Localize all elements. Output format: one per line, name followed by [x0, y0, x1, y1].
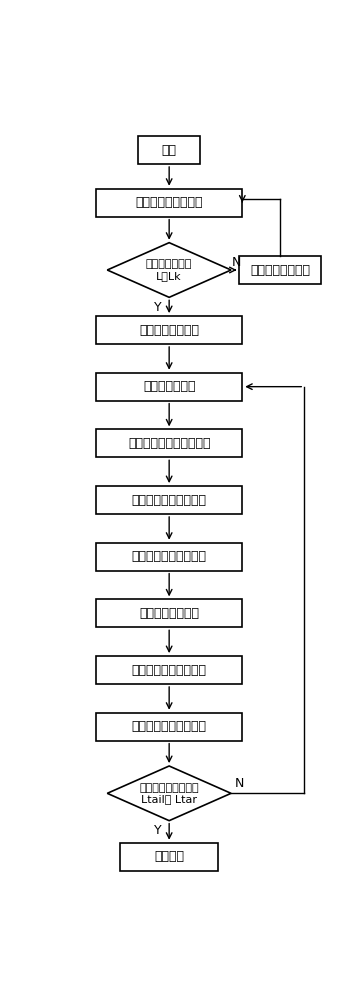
Text: 开始: 开始 — [162, 143, 177, 156]
Text: 活套高度的检测: 活套高度的检测 — [143, 380, 195, 393]
Polygon shape — [107, 766, 231, 821]
Text: 活套落套: 活套落套 — [154, 850, 184, 863]
Bar — [240, 256, 321, 284]
Bar — [96, 543, 242, 571]
Bar — [96, 316, 242, 344]
Text: 活套前带尾长度
L＝Lk: 活套前带尾长度 L＝Lk — [146, 259, 192, 281]
Bar — [96, 713, 242, 741]
Bar — [96, 429, 242, 457]
Text: 动态落套启动点的判断: 动态落套启动点的判断 — [132, 720, 207, 733]
Bar — [96, 486, 242, 514]
Text: 活套落套控制待命: 活套落套控制待命 — [250, 263, 310, 276]
Bar — [96, 656, 242, 684]
Bar — [96, 189, 242, 217]
Text: N: N — [235, 777, 244, 790]
Text: 据带钑厚度修正活套角度: 据带钑厚度修正活套角度 — [128, 437, 211, 450]
Bar — [120, 843, 219, 871]
Text: 活套前带尾长度计算: 活套前带尾长度计算 — [135, 196, 203, 209]
Text: Y: Y — [154, 824, 162, 837]
Polygon shape — [107, 243, 231, 297]
Bar — [138, 136, 200, 164]
Text: 计算活套落套所需时间: 计算活套落套所需时间 — [132, 494, 207, 507]
Bar — [96, 599, 242, 627]
Text: Y: Y — [154, 301, 162, 314]
Text: 活套落套距离控制: 活套落套距离控制 — [139, 607, 199, 620]
Text: N: N — [232, 255, 241, 268]
Text: 尾部带钑运行速度控制: 尾部带钑运行速度控制 — [132, 550, 207, 563]
Bar — [96, 373, 242, 401]
Text: 动态落套启动点判断
Ltail＜ Ltar: 动态落套启动点判断 Ltail＜ Ltar — [139, 783, 199, 804]
Text: 活套落套控制启动: 活套落套控制启动 — [139, 324, 199, 336]
Text: 带钑尾部运行长度累计: 带钑尾部运行长度累计 — [132, 664, 207, 676]
